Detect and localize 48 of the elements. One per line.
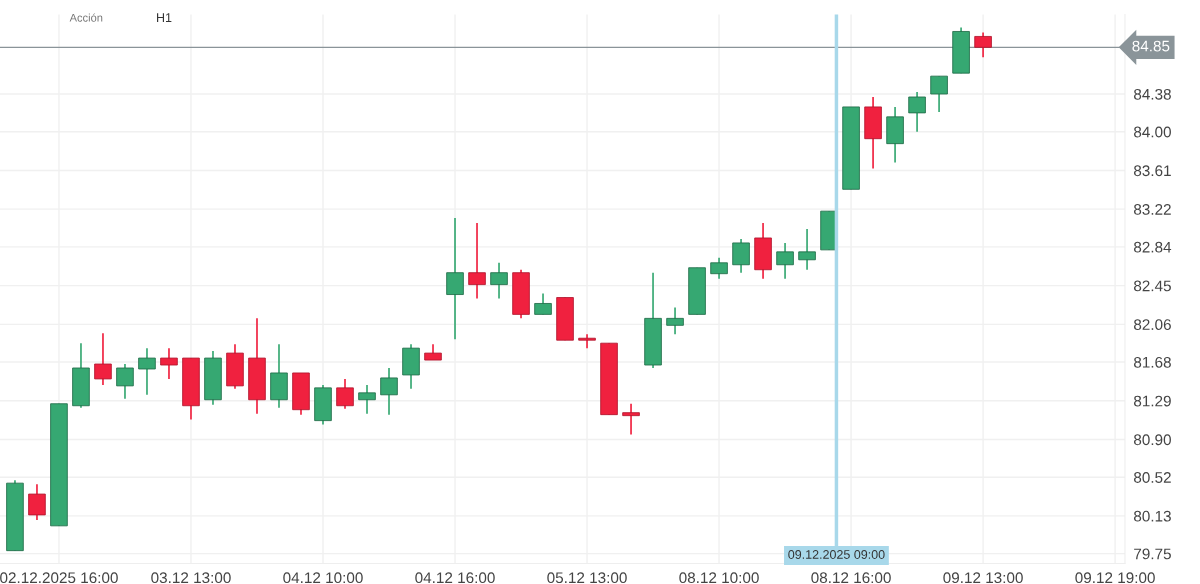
annotation: 09.12.2025 09:00 <box>788 550 885 559</box>
y-tick-label: 83.61 <box>1134 165 1171 177</box>
candlestick <box>490 261 508 300</box>
candlestick <box>908 91 926 133</box>
candlestick <box>710 256 728 280</box>
candlestick <box>446 217 464 341</box>
y-tick-label: 84.00 <box>1134 126 1171 138</box>
y-tick-label: 80.90 <box>1134 434 1171 446</box>
y-tick-label: 81.29 <box>1134 395 1171 407</box>
candlestick <box>974 31 992 59</box>
candlestick <box>358 384 376 415</box>
y-tick-label: 83.22 <box>1134 204 1171 215</box>
x-tick-label: 08.12 10:00 <box>679 572 759 584</box>
ref-line-label: 84.85 <box>1132 40 1170 52</box>
candlestick <box>798 228 816 271</box>
candlestick <box>94 332 112 386</box>
candlestick <box>622 402 640 436</box>
x-tick-label: 04.12 16:00 <box>415 572 495 584</box>
y-tick-label: 81.68 <box>1134 356 1171 368</box>
candlestick <box>160 347 178 380</box>
x-tick-label: 08.12 16:00 <box>811 572 891 584</box>
candlestick <box>666 306 684 336</box>
candlestick <box>138 347 156 396</box>
annotation: Acción <box>69 13 103 22</box>
y-tick-label: 80.13 <box>1134 510 1171 522</box>
y-tick-label: 82.45 <box>1134 280 1171 292</box>
candlestick <box>468 222 486 300</box>
x-tick-label: 09.12 19:00 <box>1075 572 1155 584</box>
candlestick <box>732 238 750 274</box>
candlestick <box>116 363 134 400</box>
candlestick <box>336 378 354 410</box>
candlestick <box>28 483 46 521</box>
x-tick-label: 04.12 10:00 <box>283 572 363 584</box>
y-tick-label: 82.84 <box>1134 241 1172 253</box>
candlestick <box>534 292 552 316</box>
candlestick <box>578 333 596 349</box>
y-tick-label: 80.52 <box>1134 472 1171 483</box>
candlestick <box>380 367 398 416</box>
candlestick <box>776 242 794 280</box>
y-tick-label: 82.06 <box>1134 319 1171 331</box>
x-tick-label: 09.12 13:00 <box>943 572 1023 584</box>
x-tick-label: 05.12 13:00 <box>547 572 627 584</box>
candlestick <box>930 75 948 113</box>
y-tick-label: 79.75 <box>1134 548 1171 560</box>
y-tick-label: 84.38 <box>1134 88 1171 100</box>
annotation: H1 <box>157 13 172 22</box>
x-tick-label: 02.12.2025 16:00 <box>0 572 118 584</box>
x-tick-label: 03.12 13:00 <box>151 572 231 584</box>
